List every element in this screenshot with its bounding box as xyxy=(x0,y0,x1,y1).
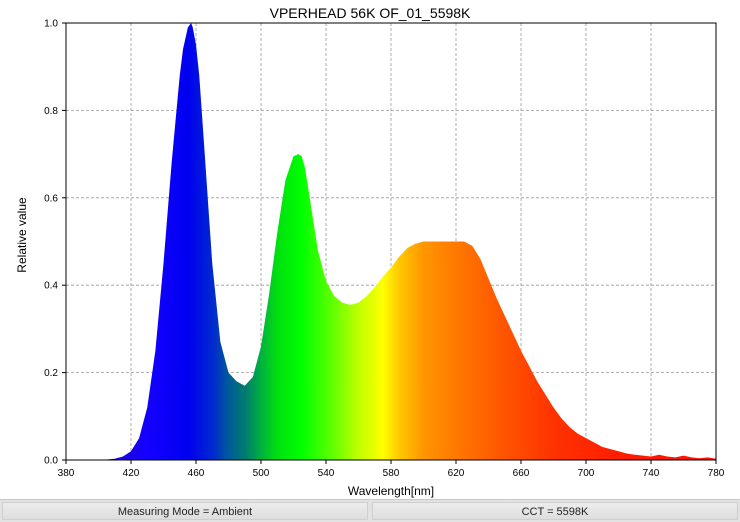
y-tick-label: 1.0 xyxy=(44,19,58,30)
x-axis-label: Wavelength[nm] xyxy=(347,484,435,498)
x-tick-label: 500 xyxy=(253,468,270,479)
x-tick-label: 780 xyxy=(708,468,725,479)
y-axis-label: Relative value xyxy=(15,197,29,273)
measuring-mode-status: Measuring Mode = Ambient xyxy=(2,502,368,520)
x-tick-label: 740 xyxy=(643,468,660,479)
cct-status: CCT = 5598K xyxy=(372,502,738,520)
y-tick-label: 0.8 xyxy=(44,106,58,117)
spectrum-area xyxy=(98,23,716,460)
x-tick-label: 380 xyxy=(58,468,75,479)
x-tick-label: 580 xyxy=(383,468,400,479)
x-tick-label: 660 xyxy=(513,468,530,479)
y-tick-label: 0.0 xyxy=(44,456,58,467)
y-tick-label: 0.6 xyxy=(44,193,58,204)
x-tick-label: 700 xyxy=(578,468,595,479)
x-tick-label: 620 xyxy=(448,468,465,479)
x-tick-label: 540 xyxy=(318,468,335,479)
y-tick-label: 0.2 xyxy=(44,368,58,379)
status-bar: Measuring Mode = Ambient CCT = 5598K xyxy=(0,499,740,522)
x-tick-label: 460 xyxy=(188,468,205,479)
chart-title: VPERHEAD 56K OF_01_5598K xyxy=(269,5,471,21)
x-tick-label: 420 xyxy=(123,468,140,479)
y-tick-label: 0.4 xyxy=(44,281,58,292)
